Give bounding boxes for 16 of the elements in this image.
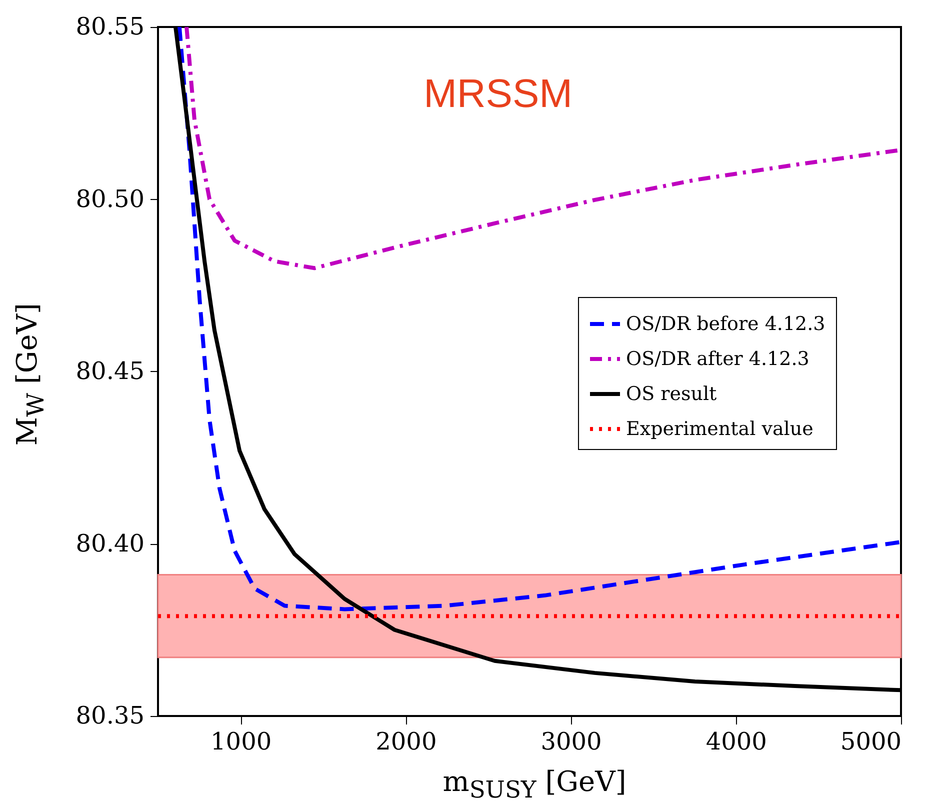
legend-label: OS/DR before 4.12.3 bbox=[626, 313, 826, 335]
y-tick-label: 80.45 bbox=[76, 357, 144, 385]
legend-label: Experimental value bbox=[626, 418, 814, 440]
x-tick-label: 2000 bbox=[376, 728, 437, 756]
y-tick-label: 80.40 bbox=[76, 529, 144, 558]
legend-label: OS result bbox=[626, 383, 718, 405]
x-axis-title: m$_{SUSY}$ [GeV] bbox=[442, 765, 628, 804]
legend-label: OS/DR after 4.12.3 bbox=[626, 348, 810, 370]
y-tick-label: 80.55 bbox=[76, 12, 144, 40]
y-tick-label: 80.50 bbox=[76, 184, 144, 213]
x-tick-label: 4000 bbox=[706, 728, 767, 756]
annotation: MRSSM bbox=[424, 72, 572, 116]
x-tick-label: 1000 bbox=[210, 728, 272, 756]
y-tick-label: 80.35 bbox=[76, 702, 144, 730]
x-tick-label: 5000 bbox=[840, 728, 902, 756]
x-tick-label: 3000 bbox=[540, 728, 602, 756]
